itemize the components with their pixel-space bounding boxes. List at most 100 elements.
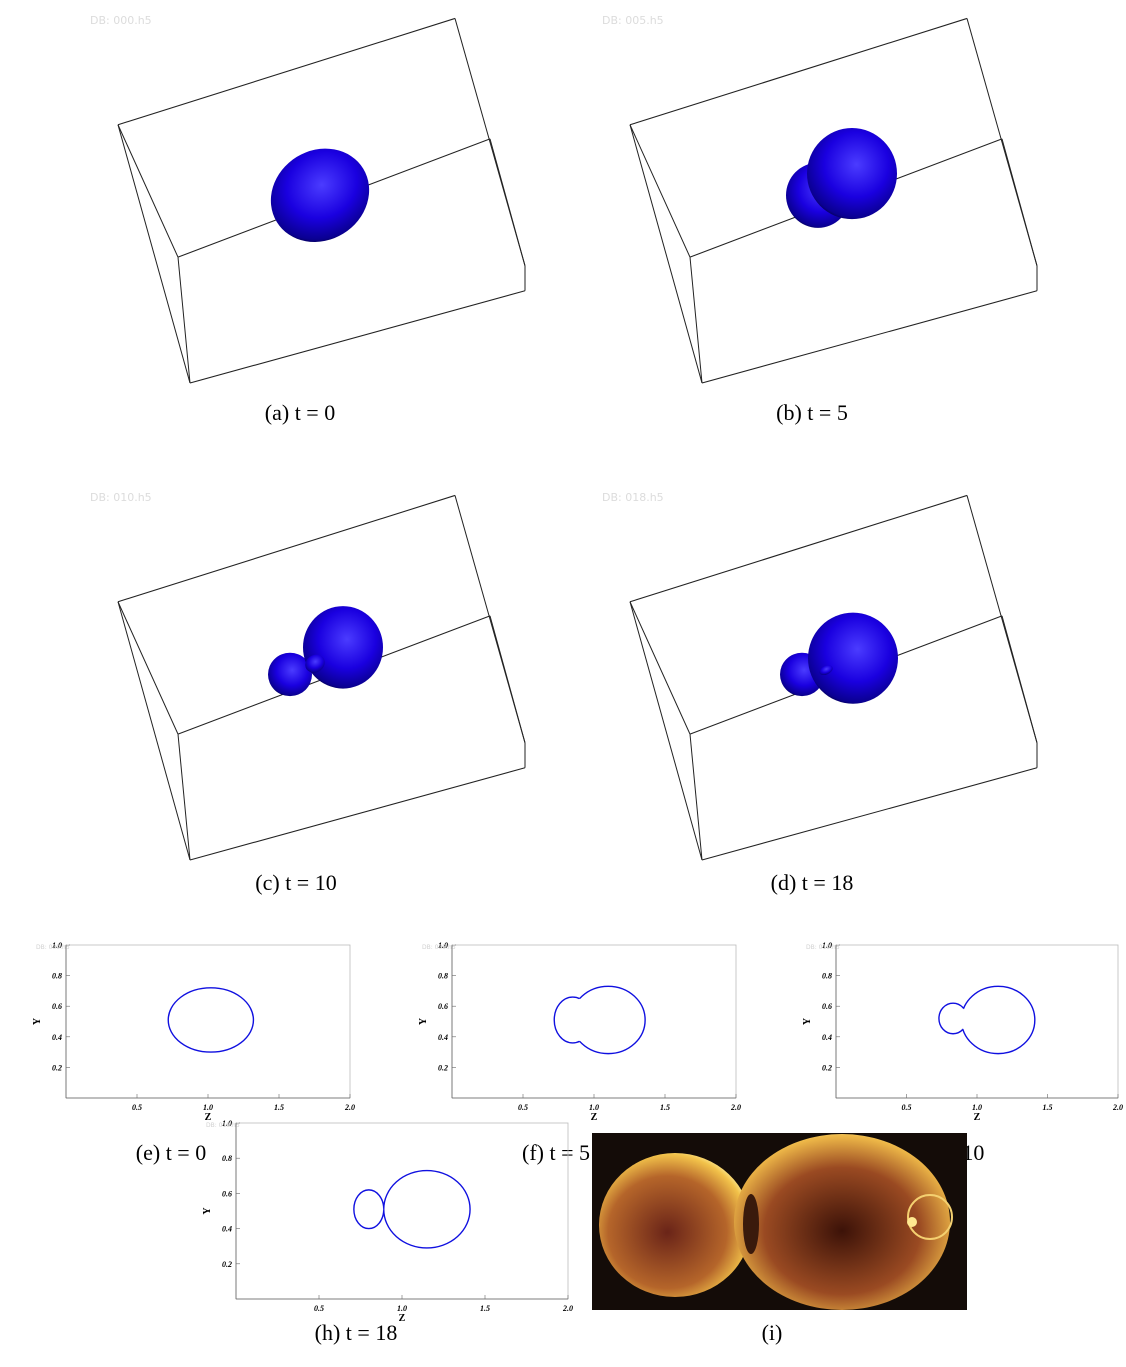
x-tick-label: 2.0 xyxy=(562,1304,573,1313)
interface-curve xyxy=(571,986,645,1053)
droplet xyxy=(259,134,382,257)
box-edge xyxy=(118,18,455,124)
box-edge xyxy=(490,139,525,266)
y-tick-label: 0.2 xyxy=(222,1260,232,1269)
droplet xyxy=(808,613,898,704)
db-label: DB: 018.h5 xyxy=(206,1122,240,1129)
db-label: DB: 005.h5 xyxy=(602,14,664,27)
y-tick-label: 0.4 xyxy=(438,1033,448,1042)
box-edge xyxy=(630,602,702,860)
x-tick-label: 0.5 xyxy=(902,1103,912,1112)
box-edge xyxy=(702,291,1037,383)
y-tick-label: 0.8 xyxy=(438,972,448,981)
y-tick-label: 0.8 xyxy=(822,972,832,981)
x-axis-label: Z xyxy=(399,1313,406,1324)
caption: (e) t = 0 xyxy=(136,1140,206,1165)
y-axis-label: Y xyxy=(32,1017,43,1025)
box-edge xyxy=(690,734,702,860)
box-edge xyxy=(490,616,525,743)
interface-curve xyxy=(168,988,253,1052)
y-tick-label: 0.6 xyxy=(52,1002,62,1011)
y-tick-label: 0.6 xyxy=(222,1189,232,1198)
box-edge xyxy=(630,18,967,124)
droplet xyxy=(807,128,897,219)
y-axis-label: Y xyxy=(418,1017,429,1025)
plot-frame xyxy=(236,1123,568,1299)
db-label: DB: 000.h5 xyxy=(36,944,70,951)
x-tick-label: 0.5 xyxy=(518,1103,528,1112)
x-axis-label: Z xyxy=(591,1112,598,1123)
y-axis-label: Y xyxy=(802,1017,813,1025)
caption: (a) t = 0 xyxy=(265,400,335,425)
interface-curve xyxy=(384,1171,470,1248)
x-tick-label: 0.5 xyxy=(132,1103,142,1112)
y-tick-label: 0.2 xyxy=(438,1063,448,1072)
x-axis-label: Z xyxy=(974,1112,981,1123)
box-edge xyxy=(118,602,190,860)
cell-neck xyxy=(743,1194,759,1254)
db-label: DB: 000.h5 xyxy=(90,14,152,27)
panel-3d xyxy=(118,18,525,383)
db-label: DB: 005.h5 xyxy=(422,944,456,951)
box-edge xyxy=(118,125,190,383)
y-tick-label: 0.8 xyxy=(52,972,62,981)
panel-3d xyxy=(630,18,1037,383)
caption: (i) xyxy=(762,1320,783,1345)
box-edge xyxy=(190,291,525,383)
db-label: DB: 010.h5 xyxy=(90,491,152,504)
x-tick-label: 1.5 xyxy=(480,1304,490,1313)
y-tick-label: 0.4 xyxy=(222,1225,232,1234)
plot-frame xyxy=(66,945,350,1098)
box-edge xyxy=(630,125,702,383)
x-tick-label: 1.0 xyxy=(972,1103,982,1112)
box-edge xyxy=(630,125,690,257)
bud-spot xyxy=(907,1217,917,1227)
x-tick-label: 0.5 xyxy=(314,1304,324,1313)
y-tick-label: 0.2 xyxy=(822,1063,832,1072)
caption: (f) t = 5 xyxy=(522,1140,590,1165)
panel-3d xyxy=(630,495,1037,860)
x-tick-label: 2.0 xyxy=(1112,1103,1123,1112)
box-edge xyxy=(118,125,178,257)
caption: (c) t = 10 xyxy=(255,870,336,895)
box-edge xyxy=(1002,616,1037,743)
interface-curve xyxy=(939,1003,967,1034)
interface-curve xyxy=(554,997,591,1043)
caption: (h) t = 18 xyxy=(315,1320,398,1345)
y-tick-label: 0.8 xyxy=(222,1154,232,1163)
y-tick-label: 0.6 xyxy=(822,1002,832,1011)
x-tick-label: 1.5 xyxy=(1043,1103,1053,1112)
db-label: DB: 018.h5 xyxy=(602,491,664,504)
caption: (b) t = 5 xyxy=(776,400,848,425)
y-axis-label: Y xyxy=(202,1207,213,1215)
y-tick-label: 0.4 xyxy=(52,1033,62,1042)
box-edge xyxy=(178,734,190,860)
box-edge xyxy=(630,602,690,734)
interface-curve xyxy=(961,986,1034,1053)
db-label: DB: 010.h5 xyxy=(806,944,840,951)
x-tick-label: 2.0 xyxy=(730,1103,741,1112)
x-tick-label: 1.0 xyxy=(589,1103,599,1112)
x-tick-label: 2.0 xyxy=(344,1103,355,1112)
x-tick-label: 1.0 xyxy=(397,1304,407,1313)
figure: DB: 000.h5 (a) t = 0 DB: 005.h5 (b) t = 5 DB… xyxy=(0,0,1126,1367)
y-tick-label: 0.2 xyxy=(52,1063,62,1072)
box-edge xyxy=(118,495,455,601)
x-tick-label: 1.5 xyxy=(274,1103,284,1112)
panel-3d xyxy=(118,495,525,860)
plot-frame xyxy=(836,945,1118,1098)
plot-frame xyxy=(452,945,736,1098)
box-edge xyxy=(630,495,967,601)
y-tick-label: 0.4 xyxy=(822,1033,832,1042)
box-edge xyxy=(190,768,525,860)
cell-small xyxy=(599,1153,751,1297)
x-tick-label: 1.0 xyxy=(203,1103,213,1112)
cell-large xyxy=(734,1134,950,1310)
box-edge xyxy=(702,768,1037,860)
box-edge xyxy=(118,602,178,734)
y-tick-label: 0.6 xyxy=(438,1002,448,1011)
box-edge xyxy=(690,257,702,383)
x-tick-label: 1.5 xyxy=(660,1103,670,1112)
box-edge xyxy=(1002,139,1037,266)
droplet xyxy=(303,606,383,688)
